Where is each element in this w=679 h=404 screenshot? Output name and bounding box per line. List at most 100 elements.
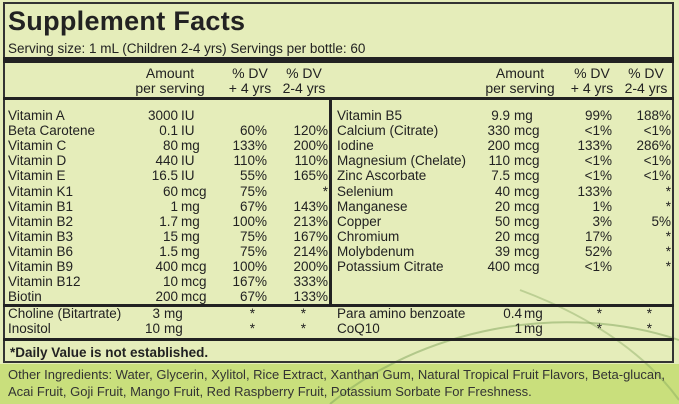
unit: mg <box>181 138 200 154</box>
dv-2-4-yrs: 286% <box>636 138 671 154</box>
nutrient-name: Selenium <box>337 183 394 199</box>
dv-2-4-yrs: 214% <box>293 243 328 259</box>
dv-4-yrs: 133% <box>577 138 612 154</box>
divider-rows <box>3 304 674 307</box>
unit: mcg <box>514 153 540 169</box>
dv-2-4-yrs: 167% <box>293 228 328 244</box>
amount: 400 <box>155 259 178 274</box>
nutrient-name: CoQ10 <box>337 321 380 336</box>
label-title: Supplement Facts <box>8 6 246 36</box>
dv-4-yrs: * <box>249 306 255 321</box>
dv-2-4-yrs: 333% <box>293 274 328 290</box>
dv-4-yrs: 167% <box>232 274 267 290</box>
dv-4-yrs: 55% <box>239 168 267 184</box>
nutrient-name: Vitamin K1 <box>8 183 74 199</box>
dv-2-4-yrs: 213% <box>293 213 328 229</box>
amount: 400 <box>487 259 510 274</box>
dv-2-4-yrs: * <box>665 243 671 259</box>
dv-2-4-yrs: <1% <box>643 153 671 169</box>
dv-2-4-yrs: 200% <box>293 138 328 154</box>
header-dv-2-4: % DV 2-4 yrs <box>276 66 332 96</box>
amount: 9.9 <box>491 108 510 123</box>
nutrient-name: Biotin <box>8 289 42 305</box>
dv-2-4-yrs: * <box>646 321 652 336</box>
nutrient-name: Vitamin D <box>8 153 67 169</box>
unit: mg <box>524 306 543 321</box>
unit: mcg <box>514 228 540 244</box>
amount: 0.4 <box>503 306 522 321</box>
nutrient-name: Zinc Ascorbate <box>337 168 427 184</box>
nutrient-name: Vitamin E <box>8 168 66 184</box>
unit: mg <box>181 213 200 229</box>
unit: mcg <box>181 289 207 305</box>
amount: 0.1 <box>159 123 178 139</box>
nutrient-name: Vitamin B1 <box>8 198 74 214</box>
dv-4-yrs: 133% <box>577 183 612 199</box>
unit: IU <box>181 168 195 184</box>
unit: mg <box>181 198 200 214</box>
dv-2-4-yrs: * <box>665 198 671 214</box>
unit: mcg <box>514 138 540 154</box>
header-dv-4-line2: + 4 yrs <box>228 80 272 96</box>
dv-4-yrs: 60% <box>239 123 267 139</box>
header-dv-4-line1: % DV <box>232 65 268 81</box>
header-amount: Amount per serving <box>120 66 220 96</box>
dv-4-yrs: 75% <box>239 228 267 244</box>
header-dv-2-4-right-line2: 2-4 yrs <box>624 80 668 96</box>
unit: mcg <box>514 213 540 229</box>
amount: 3 <box>152 306 160 321</box>
nutrient-name: Vitamin B3 <box>8 228 74 244</box>
unit: mg <box>514 108 533 123</box>
dv-4-yrs: 99% <box>584 108 612 123</box>
dv-4-yrs: 17% <box>584 228 612 244</box>
dv-2-4-yrs: 133% <box>293 289 328 305</box>
nutrient-name: Vitamin A <box>8 108 65 123</box>
header-dv-4-right-line1: % DV <box>574 65 610 81</box>
dv-2-4-yrs: 110% <box>294 153 328 169</box>
unit: mg <box>164 321 183 336</box>
unit: mcg <box>181 259 207 274</box>
nutrient-name: Vitamin B2 <box>8 213 74 229</box>
nutrient-name: Vitamin C <box>8 138 67 154</box>
divider-vertical <box>329 99 332 306</box>
unit: mcg <box>514 183 540 199</box>
dv-2-4-yrs: 143% <box>293 198 328 214</box>
header-dv-4: % DV + 4 yrs <box>222 66 278 96</box>
unit: mcg <box>181 183 207 199</box>
dv-4-yrs: 67% <box>239 198 267 214</box>
dv-2-4-yrs: * <box>300 306 306 321</box>
amount: 10 <box>162 274 178 290</box>
nutrient-name: Choline (Bitartrate) <box>8 306 122 321</box>
unit: IU <box>181 123 195 139</box>
amount: 20 <box>494 198 510 214</box>
dv-2-4-yrs: 5% <box>651 213 671 229</box>
nutrient-name: Para amino benzoate <box>337 306 466 321</box>
dv-4-yrs: <1% <box>584 153 612 169</box>
dv-4-yrs: * <box>249 321 255 336</box>
header-amount-right-line1: Amount <box>495 65 545 81</box>
header-dv-2-4-line1: % DV <box>286 65 322 81</box>
amount: 200 <box>487 138 510 154</box>
nutrient-name: Vitamin B9 <box>8 259 74 274</box>
unit: mg <box>181 228 200 244</box>
amount: 39 <box>494 243 510 259</box>
label-border <box>3 2 674 363</box>
nutrient-name: Potassium Citrate <box>337 259 444 274</box>
amount: 80 <box>162 138 178 154</box>
amount: 200 <box>155 289 178 305</box>
dv-4-yrs: 52% <box>584 243 612 259</box>
amount: 15 <box>162 228 178 244</box>
dv-4-yrs: <1% <box>584 259 612 274</box>
dv-2-4-yrs: * <box>665 259 671 274</box>
dv-4-yrs: 75% <box>239 243 267 259</box>
amount: 1 <box>170 198 178 214</box>
dv-2-4-yrs: 188% <box>636 108 671 123</box>
unit: mcg <box>514 123 540 139</box>
dv-4-yrs: 110% <box>233 153 267 169</box>
divider-thick <box>3 57 674 63</box>
header-amount-right: Amount per serving <box>470 66 570 96</box>
dv-2-4-yrs: 200% <box>293 259 328 274</box>
dv-2-4-yrs: 165% <box>293 168 328 184</box>
dv-2-4-yrs: * <box>646 306 652 321</box>
serving-info: Serving size: 1 mL (Children 2-4 yrs) Se… <box>8 41 366 56</box>
